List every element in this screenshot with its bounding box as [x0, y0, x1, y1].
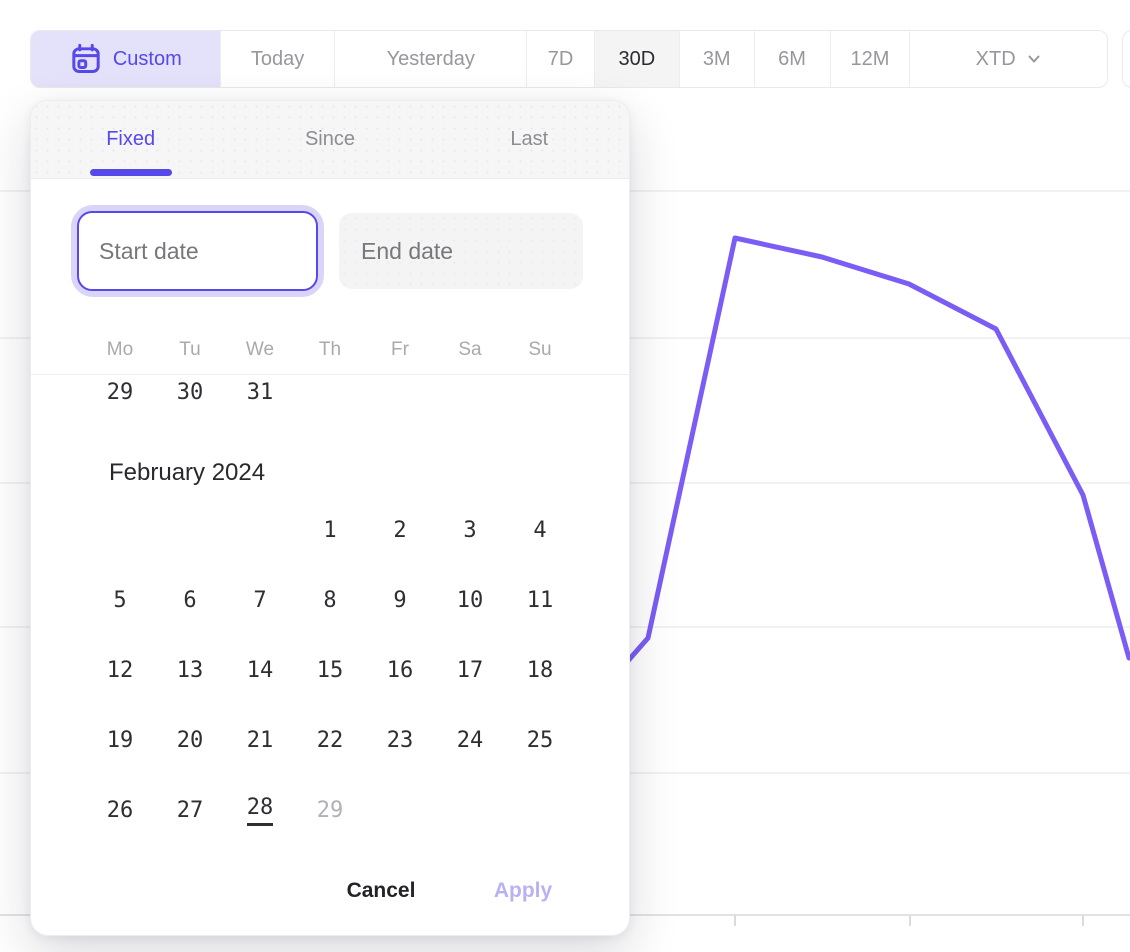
end-date-field[interactable] — [339, 213, 583, 289]
tab-fixed[interactable]: Fixed — [31, 101, 230, 178]
date-picker-popup: Fixed Since Last Mo Tu We Th Fr Sa S — [30, 100, 631, 936]
weekday-label: Th — [318, 339, 342, 360]
day-cell[interactable]: 10 — [456, 587, 484, 613]
clipped-button-group[interactable] — [1122, 30, 1130, 88]
day-cell[interactable]: 12 — [106, 657, 134, 683]
day-cell[interactable]: 1 — [323, 517, 337, 543]
empty-cell — [435, 377, 505, 407]
calendar-icon — [69, 42, 103, 76]
range-button-label: Yesterday — [386, 47, 475, 70]
day-cell[interactable]: 8 — [323, 587, 337, 613]
start-date-focus-ring — [71, 205, 324, 297]
day-cell[interactable]: 22 — [316, 727, 344, 753]
chevron-down-icon — [1026, 51, 1042, 67]
empty-cell — [365, 795, 435, 825]
empty-cell — [295, 377, 365, 407]
date-range-toolbar: Custom Today Yesterday 7D 30D 3M 6M 12M … — [30, 30, 1108, 88]
header-divider — [31, 374, 631, 375]
tab-since[interactable]: Since — [230, 101, 429, 178]
weekday-label: Fr — [391, 339, 409, 360]
empty-cell — [85, 515, 155, 545]
day-cell[interactable]: 27 — [176, 797, 204, 823]
day-cell[interactable]: 20 — [176, 727, 204, 753]
start-date-input[interactable] — [99, 237, 296, 265]
day-cell[interactable]: 14 — [246, 657, 274, 683]
calendar-week-row: 29 30 31 — [85, 377, 575, 407]
range-button-label: 30D — [618, 47, 656, 70]
range-button-label: 6M — [778, 47, 806, 70]
calendar-week-row: 26 27 28 29 — [85, 795, 575, 826]
range-button-today[interactable]: Today — [220, 31, 336, 87]
day-cell[interactable]: 19 — [106, 727, 134, 753]
tab-last[interactable]: Last — [430, 101, 629, 178]
range-button-label: XTD — [975, 47, 1016, 70]
range-button-label: 3M — [702, 47, 731, 70]
date-picker-tabs: Fixed Since Last — [31, 101, 629, 179]
calendar-week-row: 19 20 21 22 23 24 25 — [85, 725, 575, 755]
day-cell[interactable]: 11 — [526, 587, 554, 613]
range-button-6m[interactable]: 6M — [754, 31, 831, 87]
range-button-label: Custom — [112, 47, 182, 70]
day-cell[interactable]: 13 — [176, 657, 204, 683]
empty-cell — [505, 377, 575, 407]
day-cell[interactable]: 2 — [393, 517, 407, 543]
calendar-week-row: 12 13 14 15 16 17 18 — [85, 655, 575, 685]
empty-cell — [365, 377, 435, 407]
tab-label: Fixed — [106, 128, 156, 150]
tab-label: Last — [510, 128, 549, 150]
day-cell[interactable]: 30 — [176, 379, 204, 405]
day-cell[interactable]: 25 — [526, 727, 554, 753]
day-cell[interactable]: 17 — [456, 657, 484, 683]
day-cell[interactable]: 3 — [463, 517, 477, 543]
range-button-yesterday[interactable]: Yesterday — [335, 31, 528, 87]
end-date-input[interactable] — [361, 237, 561, 265]
tab-label: Since — [304, 128, 355, 150]
day-cell[interactable]: 23 — [386, 727, 414, 753]
day-cell[interactable]: 31 — [246, 379, 274, 405]
empty-cell — [225, 515, 295, 545]
range-button-label: Today — [250, 47, 305, 70]
range-button-30d[interactable]: 30D — [594, 31, 680, 87]
day-cell[interactable]: 26 — [106, 797, 134, 823]
range-button-xtd[interactable]: XTD — [910, 31, 1107, 87]
range-button-7d[interactable]: 7D — [527, 31, 595, 87]
apply-button[interactable]: Apply — [493, 879, 553, 902]
day-cell[interactable]: 18 — [526, 657, 554, 683]
weekday-label: Tu — [179, 339, 201, 360]
month-title: February 2024 — [109, 459, 266, 486]
weekday-label: Sa — [458, 339, 482, 360]
empty-cell — [435, 795, 505, 825]
day-cell[interactable]: 6 — [183, 587, 197, 613]
range-button-12m[interactable]: 12M — [830, 31, 911, 87]
day-cell[interactable]: 16 — [386, 657, 414, 683]
calendar-week-row: 1 2 3 4 — [85, 515, 575, 545]
calendar-week-row: 5 6 7 8 9 10 11 — [85, 585, 575, 615]
day-cell[interactable]: 9 — [393, 587, 407, 613]
empty-cell — [505, 795, 575, 825]
range-button-3m[interactable]: 3M — [679, 31, 755, 87]
day-cell[interactable]: 7 — [253, 587, 267, 613]
day-cell-today[interactable]: 28 — [225, 795, 295, 826]
cancel-button[interactable]: Cancel — [346, 879, 416, 902]
day-cell-disabled: 29 — [316, 797, 344, 823]
day-cell[interactable]: 5 — [113, 587, 127, 613]
weekday-label: We — [245, 339, 275, 360]
day-cell[interactable]: 29 — [106, 379, 134, 405]
weekday-label: Mo — [106, 339, 134, 360]
weekday-label: Su — [528, 339, 552, 360]
range-button-label: 12M — [850, 47, 890, 70]
day-cell[interactable]: 4 — [533, 517, 547, 543]
day-cell[interactable]: 21 — [246, 727, 274, 753]
start-date-field[interactable] — [77, 211, 318, 291]
day-cell[interactable]: 24 — [456, 727, 484, 753]
weekday-header-row: Mo Tu We Th Fr Sa Su — [85, 337, 575, 363]
active-tab-indicator — [89, 169, 172, 176]
empty-cell — [155, 515, 225, 545]
range-button-label: 7D — [547, 47, 574, 70]
range-button-custom[interactable]: Custom — [31, 31, 221, 87]
day-cell[interactable]: 15 — [316, 657, 344, 683]
